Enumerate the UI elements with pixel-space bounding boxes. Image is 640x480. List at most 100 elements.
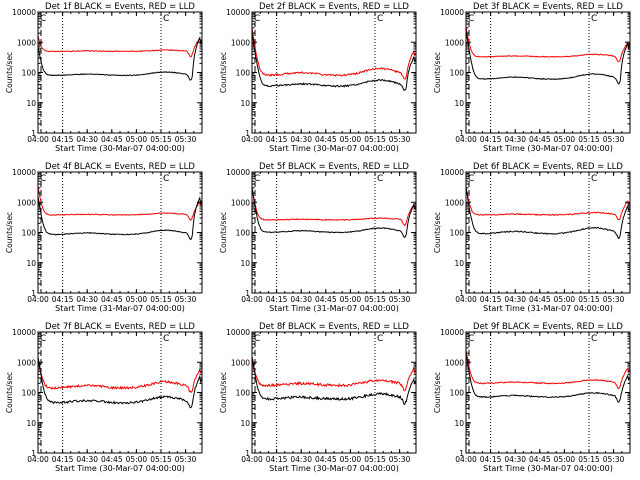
x-tick-label: 04:15 xyxy=(266,455,288,464)
events-series-line xyxy=(251,187,417,239)
y-tick-label: 100 xyxy=(236,389,251,398)
panel-title: Det 4f BLACK = Events, RED = LLD xyxy=(45,162,195,172)
x-tick-label: 04:45 xyxy=(529,295,551,304)
events-series-line xyxy=(37,196,203,241)
y-axis-label: Counts/sec xyxy=(433,372,442,413)
lld-series-line xyxy=(37,186,203,221)
y-tick-label: 10 xyxy=(240,99,250,108)
corner-mark: C xyxy=(163,334,169,344)
corner-mark: C xyxy=(468,334,474,344)
y-tick-label: 10 xyxy=(454,259,464,268)
x-tick-label: 05:00 xyxy=(340,135,362,144)
y-tick-label: 10 xyxy=(26,419,36,428)
x-tick-label: 04:30 xyxy=(290,135,312,144)
y-tick-label: 10 xyxy=(26,259,36,268)
y-tick-label: 10000 xyxy=(440,168,464,177)
x-tick-label: 04:30 xyxy=(76,295,98,304)
panel-det-1f: Det 1f BLACK = Events, RED = LLD C C 1 10 100… xyxy=(5,2,203,153)
x-tick-label: 05:15 xyxy=(578,135,600,144)
x-tick-label: 05:30 xyxy=(389,295,411,304)
x-tick-label: 05:15 xyxy=(150,135,172,144)
x-tick-label: 05:00 xyxy=(554,455,576,464)
x-tick-label: 05:15 xyxy=(364,135,386,144)
events-series-line xyxy=(251,33,417,92)
y-axis-label: Counts/sec xyxy=(5,372,14,413)
corner-mark: C xyxy=(163,14,169,24)
panel-det-5f: Det 5f BLACK = Events, RED = LLD C C 1 10 100… xyxy=(219,162,417,313)
panel-det-9f: Det 9f BLACK = Events, RED = LLD C C 1 10 100… xyxy=(433,322,631,473)
panel-title: Det 8f BLACK = Events, RED = LLD xyxy=(259,322,409,332)
y-tick-label: 1 xyxy=(245,129,250,138)
x-tick-label: 04:45 xyxy=(315,295,337,304)
panel-title: Det 6f BLACK = Events, RED = LLD xyxy=(473,162,623,172)
corner-mark: C xyxy=(40,14,46,24)
events-series-line xyxy=(465,30,631,85)
x-tick-label: 05:30 xyxy=(603,135,625,144)
y-tick-label: 1000 xyxy=(445,358,464,367)
panel-title: Det 9f BLACK = Events, RED = LLD xyxy=(473,322,623,332)
panel-det-3f: Det 3f BLACK = Events, RED = LLD C C 1 10 100… xyxy=(433,2,631,153)
x-tick-label: 05:30 xyxy=(175,455,197,464)
panel-det-6f: Det 6f BLACK = Events, RED = LLD C C 1 10 100… xyxy=(433,162,631,313)
x-tick-label: 04:00 xyxy=(455,135,477,144)
events-series-line xyxy=(465,353,631,403)
y-tick-label: 1 xyxy=(459,289,464,298)
lld-series-line xyxy=(37,35,203,58)
panel-det-2f: Det 2f BLACK = Events, RED = LLD C C 1 10 100… xyxy=(219,2,417,153)
panel-det-4f: Det 4f BLACK = Events, RED = LLD C C 1 10 100… xyxy=(5,162,203,313)
x-tick-label: 04:15 xyxy=(52,295,74,304)
y-tick-label: 10000 xyxy=(226,328,250,337)
y-tick-label: 10 xyxy=(454,419,464,428)
y-tick-label: 1000 xyxy=(17,198,36,207)
y-tick-label: 1 xyxy=(31,289,36,298)
corner-mark: C xyxy=(591,14,597,24)
x-tick-label: 04:00 xyxy=(27,295,49,304)
corner-mark: C xyxy=(377,14,383,24)
y-tick-label: 100 xyxy=(22,229,37,238)
y-tick-label: 100 xyxy=(450,69,465,78)
y-axis-label: Counts/sec xyxy=(5,52,14,93)
x-tick-label: 04:15 xyxy=(52,455,74,464)
x-tick-label: 04:30 xyxy=(76,135,98,144)
y-tick-label: 1 xyxy=(31,449,36,458)
y-tick-label: 1000 xyxy=(17,358,36,367)
x-tick-label: 04:15 xyxy=(480,455,502,464)
y-tick-label: 100 xyxy=(22,389,37,398)
x-tick-label: 04:15 xyxy=(266,135,288,144)
y-tick-label: 10000 xyxy=(440,8,464,17)
x-tick-label: 05:00 xyxy=(340,455,362,464)
y-tick-label: 1000 xyxy=(231,358,250,367)
x-tick-label: 04:15 xyxy=(480,295,502,304)
x-axis-label: Start Time (30-Mar-07 04:00:00) xyxy=(483,144,613,153)
x-tick-label: 05:15 xyxy=(150,455,172,464)
x-tick-label: 04:00 xyxy=(241,135,263,144)
x-tick-label: 05:30 xyxy=(175,135,197,144)
y-tick-label: 1 xyxy=(245,449,250,458)
y-tick-label: 1000 xyxy=(17,38,36,47)
x-tick-label: 05:30 xyxy=(603,295,625,304)
lld-series-line xyxy=(251,28,417,80)
x-tick-label: 04:00 xyxy=(455,295,477,304)
corner-mark: C xyxy=(254,334,260,344)
x-tick-label: 05:15 xyxy=(578,455,600,464)
y-tick-label: 10000 xyxy=(12,8,36,17)
corner-mark: C xyxy=(254,174,260,184)
corner-mark: C xyxy=(591,334,597,344)
x-axis-label: Start Time (30-Mar-07 04:00:00) xyxy=(55,144,185,153)
x-tick-label: 04:30 xyxy=(76,455,98,464)
y-tick-label: 1000 xyxy=(231,38,250,47)
events-series-line xyxy=(465,187,631,240)
x-tick-label: 05:00 xyxy=(554,295,576,304)
panel-title: Det 7f BLACK = Events, RED = LLD xyxy=(45,322,195,332)
x-tick-label: 05:00 xyxy=(554,135,576,144)
x-tick-label: 05:00 xyxy=(126,135,148,144)
y-tick-label: 100 xyxy=(450,389,465,398)
y-tick-label: 10 xyxy=(240,259,250,268)
corner-mark: C xyxy=(468,174,474,184)
panel-title: Det 3f BLACK = Events, RED = LLD xyxy=(473,2,623,12)
y-tick-label: 100 xyxy=(236,229,251,238)
x-tick-label: 05:30 xyxy=(603,455,625,464)
y-tick-label: 1000 xyxy=(445,198,464,207)
y-tick-label: 10 xyxy=(454,99,464,108)
x-tick-label: 04:30 xyxy=(290,455,312,464)
